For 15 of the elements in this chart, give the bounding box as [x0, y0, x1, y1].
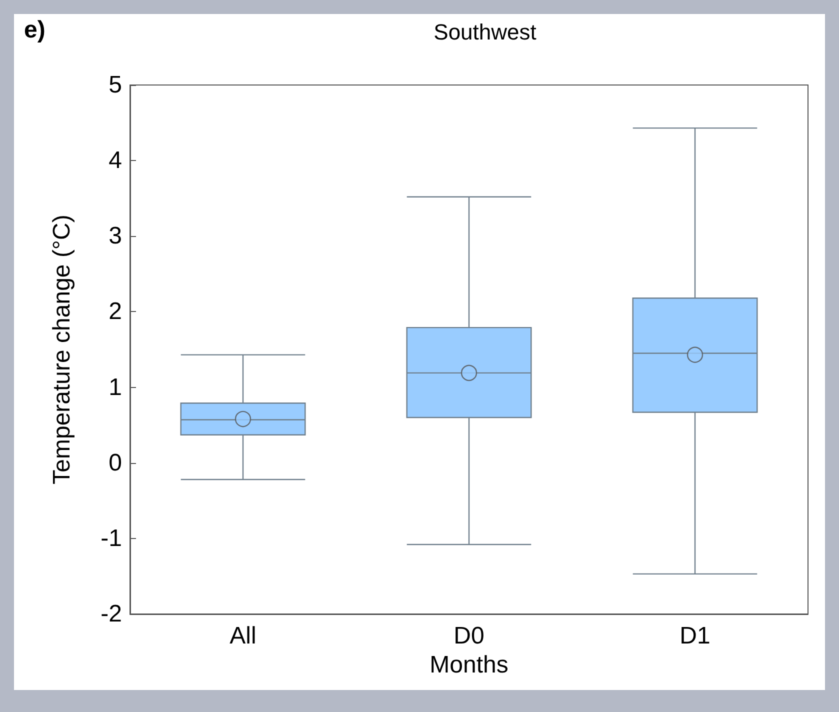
y-axis-title: Temperature change (°C): [48, 214, 76, 484]
text: e): [24, 16, 46, 44]
y-tick-label: 1: [108, 374, 122, 401]
chart-title: Southwest: [434, 20, 536, 44]
x-tick-label: D0: [454, 622, 484, 650]
x-axis-title: Months: [430, 651, 508, 678]
y-tick-label: -1: [100, 524, 122, 552]
y-tick-label: 5: [108, 72, 122, 98]
y-tick-label: 2: [108, 298, 122, 326]
y-tick-label: 0: [108, 449, 122, 476]
x-tick-label: D1: [680, 622, 710, 650]
y-tick-label: 4: [108, 147, 122, 174]
y-tick-label: 3: [108, 222, 122, 250]
y-tick-label: -2: [100, 600, 122, 628]
x-tick-label: All: [230, 622, 256, 650]
